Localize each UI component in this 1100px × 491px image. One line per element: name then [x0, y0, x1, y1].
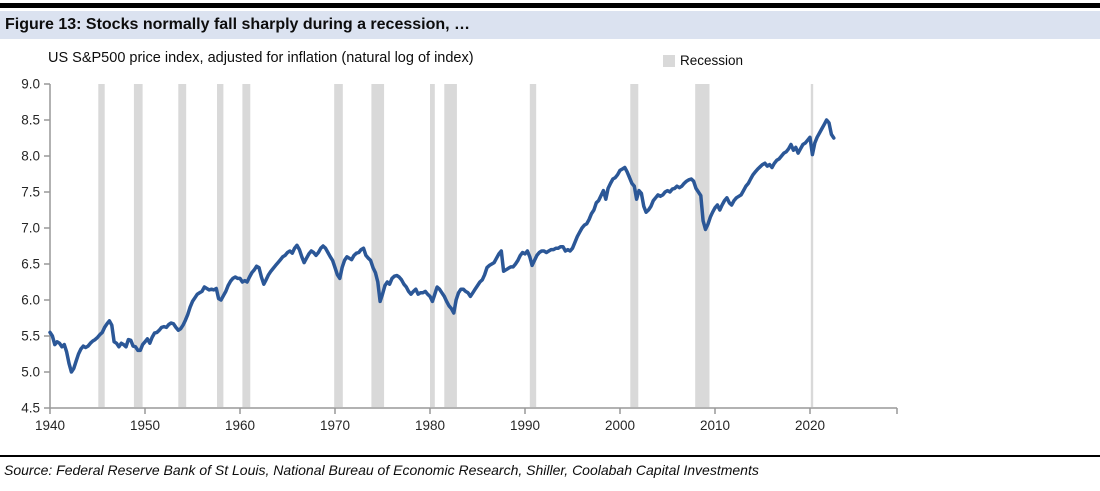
- recession-band: [334, 84, 343, 407]
- recession-band: [810, 84, 814, 407]
- figure-title-band: Figure 13: Stocks normally fall sharply …: [0, 11, 1100, 39]
- y-tick-label: 5.0: [21, 365, 40, 380]
- y-tick-label: 4.5: [21, 401, 40, 416]
- recession-band: [133, 84, 143, 407]
- recession-band: [98, 84, 105, 407]
- y-tick-label: 6.0: [21, 293, 40, 308]
- y-tick-label: 7.0: [21, 221, 40, 236]
- recession-band: [217, 84, 224, 407]
- recession-legend-swatch: [663, 54, 675, 67]
- y-tick-label: 8.0: [21, 149, 40, 164]
- x-tick-label: 1990: [510, 418, 540, 433]
- x-tick-label: 1950: [130, 418, 160, 433]
- x-tick-label: 1980: [415, 418, 445, 433]
- source-note: Source: Federal Reserve Bank of St Louis…: [4, 462, 759, 478]
- bottom-rule: [0, 455, 1100, 457]
- price-chart: 4.5 5.0 5.5 6.0 6.5 7.0 7.5 8.0 8.5 9.0 1940 1950 19…: [21, 77, 898, 433]
- x-tick-label: 2010: [700, 418, 730, 433]
- y-tick-label: 9.0: [21, 77, 40, 92]
- y-tick-label: 8.5: [21, 113, 40, 128]
- x-tick-label: 1940: [35, 418, 65, 433]
- x-tick-label: 1970: [320, 418, 350, 433]
- chart-subtitle: US S&P500 price index, adjusted for infl…: [48, 50, 474, 66]
- y-tick-label: 7.5: [21, 185, 40, 200]
- x-tick-label: 2020: [795, 418, 825, 433]
- recession-band: [371, 84, 385, 407]
- x-tick-label: 2000: [605, 418, 635, 433]
- recession-band: [430, 84, 435, 407]
- recession-band: [242, 84, 251, 407]
- price-line: [48, 118, 836, 374]
- y-tick-label: 6.5: [21, 257, 40, 272]
- x-tick-label: 1960: [225, 418, 255, 433]
- y-tick-label: 5.5: [21, 329, 40, 344]
- recession-legend-label: Recession: [680, 53, 744, 68]
- chart-legend: Recession: [663, 53, 743, 68]
- top-rule: [0, 3, 1100, 8]
- recession-band: [444, 84, 457, 407]
- figure-title: Figure 13: Stocks normally fall sharply …: [5, 16, 471, 33]
- recession-band: [529, 84, 537, 407]
- recession-band: [630, 84, 639, 407]
- recession-band: [178, 84, 187, 407]
- recession-band: [695, 84, 710, 407]
